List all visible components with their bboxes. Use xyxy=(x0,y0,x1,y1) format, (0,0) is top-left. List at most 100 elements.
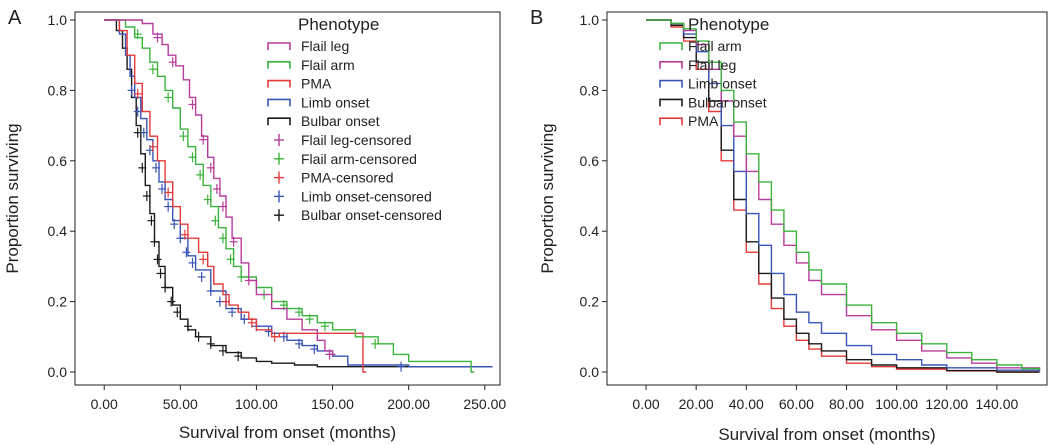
panel-a-censor-mark-pma xyxy=(164,187,173,198)
panel-a-censor-mark-bulbar-onset xyxy=(161,282,170,293)
panel-a-censor-mark-limb-onset xyxy=(127,85,136,96)
panel-a-censor-mark-pma xyxy=(247,317,256,328)
chart-panel-b: 0.0 0.2 0.4 0.6 0.8 1.0 0.00 20.00 40.00 60.00 80.… xyxy=(538,11,1048,444)
panel-b-y-axis-label: Proportion surviving xyxy=(538,123,557,273)
panel-a-censor-mark-limb-onset xyxy=(197,271,206,282)
panel-a-legend-entry-flail-leg: Flail leg xyxy=(267,38,349,54)
panel-a-legend-label: Flail leg xyxy=(301,38,349,54)
panel-b-x-tick-label: 40.00 xyxy=(729,396,764,412)
panel-a-legend-label: PMA-censored xyxy=(301,170,394,186)
panel-a-legend-label: Bulbar onset xyxy=(301,113,380,129)
panel-a-censor-mark-flail-leg xyxy=(218,201,227,212)
panel-b-legend-entry-flail-leg: Flail leg xyxy=(659,57,736,73)
panel-a-censor-mark-limb-onset xyxy=(164,201,173,212)
panel-a-y-tick-label: 0.2 xyxy=(48,294,68,310)
panel-a-censor-mark-flail-leg xyxy=(206,162,215,173)
panel-a-legend-label: Flail arm xyxy=(301,57,355,73)
panel-b-y-tick-label: 0.4 xyxy=(580,223,600,239)
panel-a-censor-mark-flail-leg xyxy=(229,236,238,247)
panel-a-censor-mark-limb-onset xyxy=(176,233,185,244)
panel-a-censor-mark-bulbar-onset xyxy=(156,268,165,279)
panel-a-legend-entry-limb-onset-censored: Limb onset-censored xyxy=(274,188,432,204)
panel-b-legend-entry-flail-arm: Flail arm xyxy=(659,38,742,54)
panel-a-censor-mark-flail-leg xyxy=(199,134,208,145)
panel-a-censor-mark-flail-arm xyxy=(226,254,235,265)
panel-b-series-flail-arm xyxy=(646,19,1041,371)
panel-a-censor-mark-bulbar-onset xyxy=(173,307,182,318)
panel-a-censor-mark-pma xyxy=(270,331,279,342)
panel-a-censor-mark-pma xyxy=(148,141,157,152)
panel-a-censor-mark-bulbar-onset xyxy=(167,296,176,307)
panel-a-x-tick-label: 200.00 xyxy=(387,396,430,412)
panel-a-censor-mark-pma xyxy=(222,296,230,307)
panel-a-censor-mark-flail-leg xyxy=(168,57,177,68)
panel-a-censor-mark-limb-onset xyxy=(188,257,197,268)
panel-a-legend-entry-pma: PMA xyxy=(267,76,332,92)
panel-a-plot-frame xyxy=(74,11,501,386)
panel-a-legend-entry-bulbar-onset: Bulbar onset xyxy=(267,113,380,129)
panel-b-legend-entry-limb-onset: Limb onset xyxy=(659,76,757,92)
panel-a-censor-mark-flail-arm xyxy=(320,321,329,332)
panel-a-censor-mark-flail-arm xyxy=(148,64,157,75)
panel-a-censor-mark-flail-arm xyxy=(196,169,205,180)
panel-b-legend-swatch xyxy=(659,61,683,69)
panel-a-censor-mark-flail-arm xyxy=(133,29,142,40)
panel-b-x-tick-label: 0.00 xyxy=(632,396,659,412)
panel-b-legend-swatch xyxy=(659,79,683,88)
panel-a-censor-mark-flail-arm xyxy=(295,307,304,318)
panel-a-legend-label: Limb onset xyxy=(301,94,370,110)
panel-a-legend-entry-limb-onset: Limb onset xyxy=(267,94,370,110)
panel-a-censor-mark-flail-arm xyxy=(203,194,212,205)
panel-b-plot-frame xyxy=(606,11,1048,386)
panel-a-censor-mark-bulbar-onset xyxy=(234,351,243,362)
panel-a-censor-mark-limb-onset xyxy=(295,338,304,349)
panel-a-legend-swatch xyxy=(267,117,291,126)
panel-a-legend-title: Phenotype xyxy=(298,15,379,34)
panel-a-censor-mark-limb-onset xyxy=(151,162,160,173)
panel-a-legend-entry-flail-leg-censored: Flail leg-censored xyxy=(274,132,412,148)
panel-a-censor-mark-bulbar-onset xyxy=(206,338,215,349)
panel-b-y-tick-label: 0.6 xyxy=(580,153,600,169)
panel-a-censor-mark-limb-onset xyxy=(133,106,142,117)
panel-a-censor-mark-bulbar-onset xyxy=(183,321,192,332)
panel-a-legend-swatch xyxy=(267,79,291,88)
panel-a-censor-mark-flail-leg xyxy=(188,99,197,110)
panel-a-censor-mark-bulbar-onset xyxy=(150,236,159,247)
panel-b-y-tick-label: 1.0 xyxy=(580,12,600,28)
panel-a-censor-mark-flail-arm xyxy=(371,338,380,349)
panel-a-x-tick-label: 50.00 xyxy=(163,396,198,412)
panel-a-series-pma xyxy=(104,19,366,373)
panel-a-censor-mark-limb-onset xyxy=(206,286,215,297)
panel-b-series-limb-onset xyxy=(646,19,1041,372)
panel-a-censor-mark-bulbar-onset xyxy=(218,345,227,356)
panel-a-series-flail-leg xyxy=(104,19,336,356)
panel-b-legend-label: PMA xyxy=(688,113,719,129)
panel-a-legend-label: PMA xyxy=(301,76,332,92)
panel-b-y-tick-label: 0.2 xyxy=(580,294,600,310)
panel-a-censor-mark-flail-arm xyxy=(237,271,246,282)
panel-b-legend-swatch xyxy=(659,98,683,107)
panel-a-censor-mark-bulbar-onset xyxy=(138,162,147,173)
panel-b-x-tick-label: 120.00 xyxy=(925,396,968,412)
panel-label-b: B xyxy=(530,7,543,29)
panel-a-censor-mark-flail-arm xyxy=(218,233,227,244)
panel-a-censor-mark-flail-arm xyxy=(211,215,220,226)
panel-a-censor-mark-flail-arm xyxy=(305,314,314,325)
chart-panel-a: 0.0 0.2 0.4 0.6 0.8 1.0 0.00 50.00 100.00 150.00 2… xyxy=(3,11,506,442)
panel-b-legend-title: Phenotype xyxy=(688,15,769,34)
panel-a-censor-mark-limb-onset xyxy=(228,307,237,318)
panel-b-legend-entry-bulbar-onset: Bulbar onset xyxy=(659,94,767,110)
panel-a-censor-mark-bulbar-onset xyxy=(142,191,151,201)
panel-a-legend-label: Bulbar onset-censored xyxy=(301,207,442,223)
panel-a-legend-entry-flail-arm: Flail arm xyxy=(267,57,355,73)
panel-label-a: A xyxy=(8,7,22,29)
panel-a-y-axis-label: Proportion surviving xyxy=(3,123,22,273)
panel-a-legend-swatch xyxy=(267,42,291,50)
panel-a-censor-mark-bulbar-onset xyxy=(147,215,156,226)
panel-b-legend-label: Flail leg xyxy=(688,57,736,73)
panel-b-series-flail-leg xyxy=(646,19,1041,371)
panel-a-y-tick-label: 0.0 xyxy=(48,364,68,380)
panel-a-x-tick-label: 0.00 xyxy=(91,396,118,412)
panel-a-censor-mark-flail-leg xyxy=(244,275,253,286)
panel-a-censor-mark-flail-arm xyxy=(188,152,197,163)
